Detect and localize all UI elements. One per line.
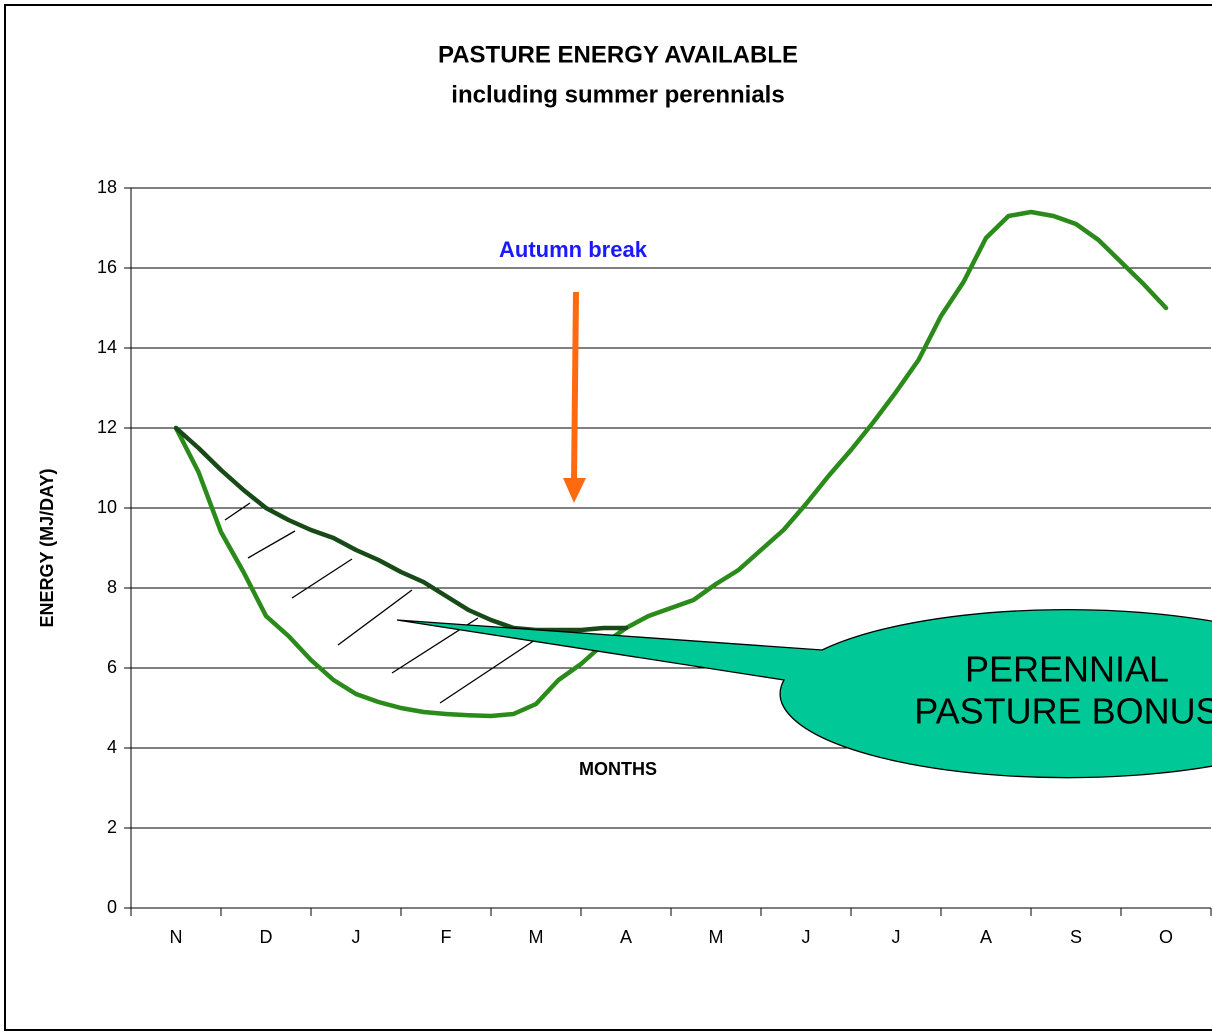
annotation: Autumn break [499, 237, 648, 262]
x-tick-label: M [529, 927, 544, 947]
x-tick-label: A [980, 927, 992, 947]
x-tick-label: O [1159, 927, 1173, 947]
callout-text: PERENNIAL [965, 649, 1169, 690]
frame [4, 4, 1212, 1031]
y-tick-label: 2 [107, 817, 117, 837]
x-tick-label: N [170, 927, 183, 947]
series-line [173, 425, 629, 633]
callout-text: PASTURE BONUS [914, 691, 1212, 732]
plot [173, 209, 1169, 719]
x-tick-label: M [709, 927, 724, 947]
y-tick-label: 8 [107, 577, 117, 597]
y-tick-label: 18 [97, 177, 117, 197]
x-tick-label: J [352, 927, 361, 947]
series-line [173, 209, 1169, 719]
grid: 0 2 4 6 8 10 12 14 16 18 N D J F M A M J J A S O [97, 177, 1212, 947]
chart-title: PASTURE ENERGY AVAILABLE [438, 41, 798, 68]
y-tick-label: 4 [107, 737, 117, 757]
y-tick-label: 6 [107, 657, 117, 677]
y-tick-label: 0 [107, 897, 117, 917]
y-tick-label: 10 [97, 497, 117, 517]
y-tick-label: 16 [97, 257, 117, 277]
y-axis-label: ENERGY (MJ/DAY) [37, 468, 57, 627]
x-tick-label: F [441, 927, 452, 947]
x-tick-label: J [892, 927, 901, 947]
x-axis-label: MONTHS [579, 759, 657, 779]
callout: PERENNIAL PASTURE BONUS [396, 609, 1212, 779]
arrow [563, 291, 586, 503]
y-tick-label: 12 [97, 417, 117, 437]
x-tick-label: J [802, 927, 811, 947]
y-tick-label: 14 [97, 337, 117, 357]
chart-subtitle: including summer perennials [451, 81, 784, 108]
x-tick-label: D [260, 927, 273, 947]
x-tick-label: A [620, 927, 632, 947]
x-tick-label: S [1070, 927, 1082, 947]
